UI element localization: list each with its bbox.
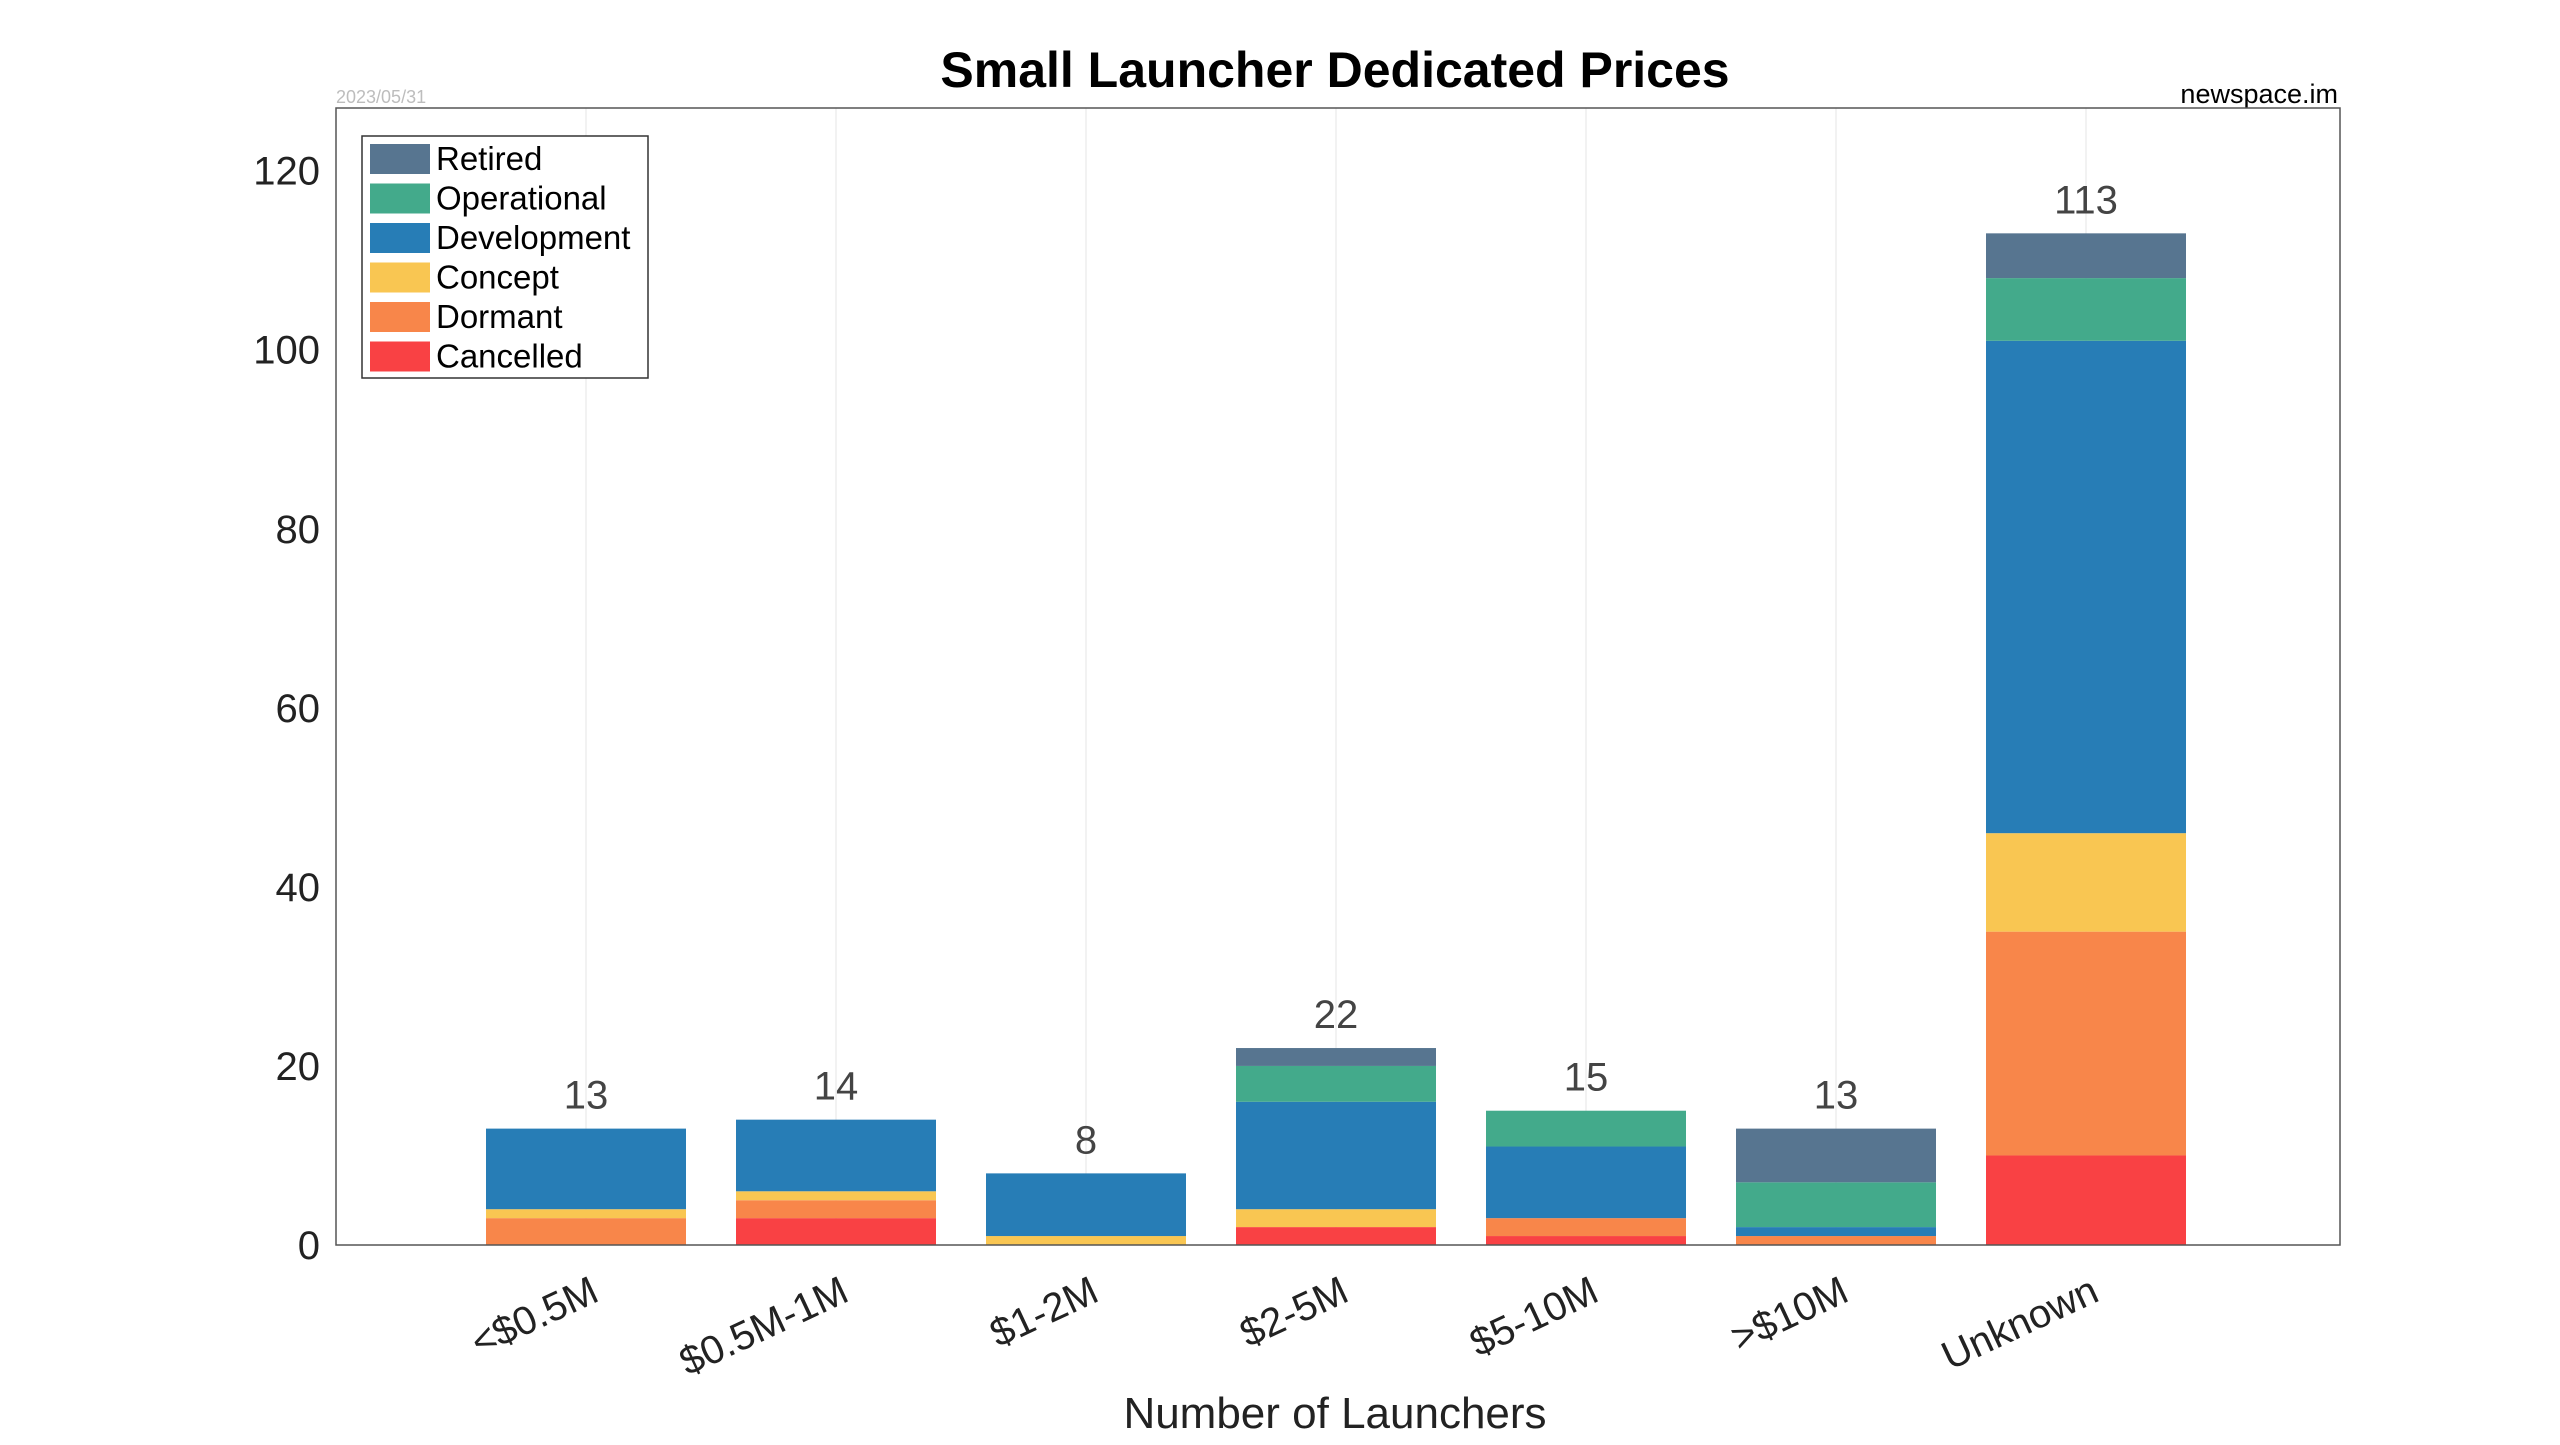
x-tick-label: $0.5M-1M: [673, 1268, 855, 1384]
bar-segment: [1986, 233, 2186, 279]
bar-total-label: 15: [1564, 1056, 1609, 1100]
y-tick-label: 20: [276, 1045, 321, 1089]
bar-total-label: 113: [2054, 178, 2118, 222]
bar-segment: [1986, 833, 2186, 932]
bar-segment: [1736, 1236, 1936, 1245]
legend-label: Retired: [436, 140, 542, 177]
legend-label: Dormant: [436, 298, 563, 335]
legend-box: [361, 135, 649, 379]
bar-segment: [736, 1119, 936, 1192]
plot-frame: [335, 107, 2341, 1246]
legend-swatch: [370, 341, 430, 372]
bar-segment: [1736, 1128, 1936, 1183]
bar-segment: [1986, 931, 2186, 1156]
legend-swatch: [370, 302, 430, 332]
y-tick-label: 40: [276, 866, 321, 910]
bar-total-label: 13: [564, 1074, 609, 1118]
x-tick-label: $2-5M: [1233, 1268, 1354, 1356]
bar-segment: [1236, 1065, 1436, 1102]
bar-segment: [736, 1191, 936, 1201]
x-tick-label: $1-2M: [983, 1268, 1104, 1356]
bar-segment: [986, 1236, 1186, 1245]
legend-label: Development: [436, 219, 630, 256]
bar-segment: [1236, 1101, 1436, 1210]
y-tick-label: 0: [298, 1224, 320, 1268]
bar-segment: [986, 1173, 1186, 1237]
bar-segment: [1986, 278, 2186, 341]
bar-segment: [1736, 1227, 1936, 1237]
bar-segment: [1486, 1218, 1686, 1237]
date-label: 2023/05/31: [336, 87, 426, 107]
bar-segment: [1986, 1155, 2186, 1245]
chart-title: Small Launcher Dedicated Prices: [940, 42, 1729, 98]
x-tick-label: >$10M: [1724, 1268, 1854, 1360]
legend-swatch: [370, 183, 430, 214]
y-tick-label: 80: [276, 508, 321, 552]
y-tick-label: 120: [253, 150, 320, 194]
bar-segment: [486, 1128, 686, 1210]
y-tick-label: 100: [253, 329, 320, 373]
bar-segment: [1486, 1236, 1686, 1245]
legend-label: Operational: [436, 180, 607, 217]
x-tick-label: Unknown: [1935, 1268, 2105, 1378]
legend-swatch: [370, 223, 430, 253]
bar-segment: [736, 1200, 936, 1219]
bar-total-label: 14: [814, 1065, 859, 1109]
bar-segment: [1236, 1227, 1436, 1245]
bar-segment: [1986, 340, 2186, 834]
legend-label: Concept: [436, 259, 559, 296]
bar-segment: [1486, 1146, 1686, 1219]
bar-segment: [486, 1218, 686, 1245]
y-tick-label: 60: [276, 687, 321, 731]
bar-segment: [1236, 1209, 1436, 1228]
bar-segment: [736, 1218, 936, 1245]
source-label: newspace.im: [2180, 79, 2338, 109]
legend-label: Cancelled: [436, 338, 583, 375]
x-tick-label: <$0.5M: [464, 1268, 605, 1365]
bar-segment: [1486, 1110, 1686, 1147]
bar-segment: [486, 1209, 686, 1219]
bar-segment: [1736, 1182, 1936, 1228]
x-axis-label: Number of Launchers: [1123, 1389, 1546, 1438]
bar-total-label: 13: [1814, 1074, 1859, 1118]
bar-total-label: 8: [1075, 1118, 1097, 1162]
legend-swatch: [370, 262, 430, 293]
bar-segment: [1236, 1048, 1436, 1066]
x-tick-label: $5-10M: [1463, 1268, 1605, 1365]
bar-total-label: 22: [1314, 993, 1359, 1037]
legend-swatch: [370, 144, 430, 174]
